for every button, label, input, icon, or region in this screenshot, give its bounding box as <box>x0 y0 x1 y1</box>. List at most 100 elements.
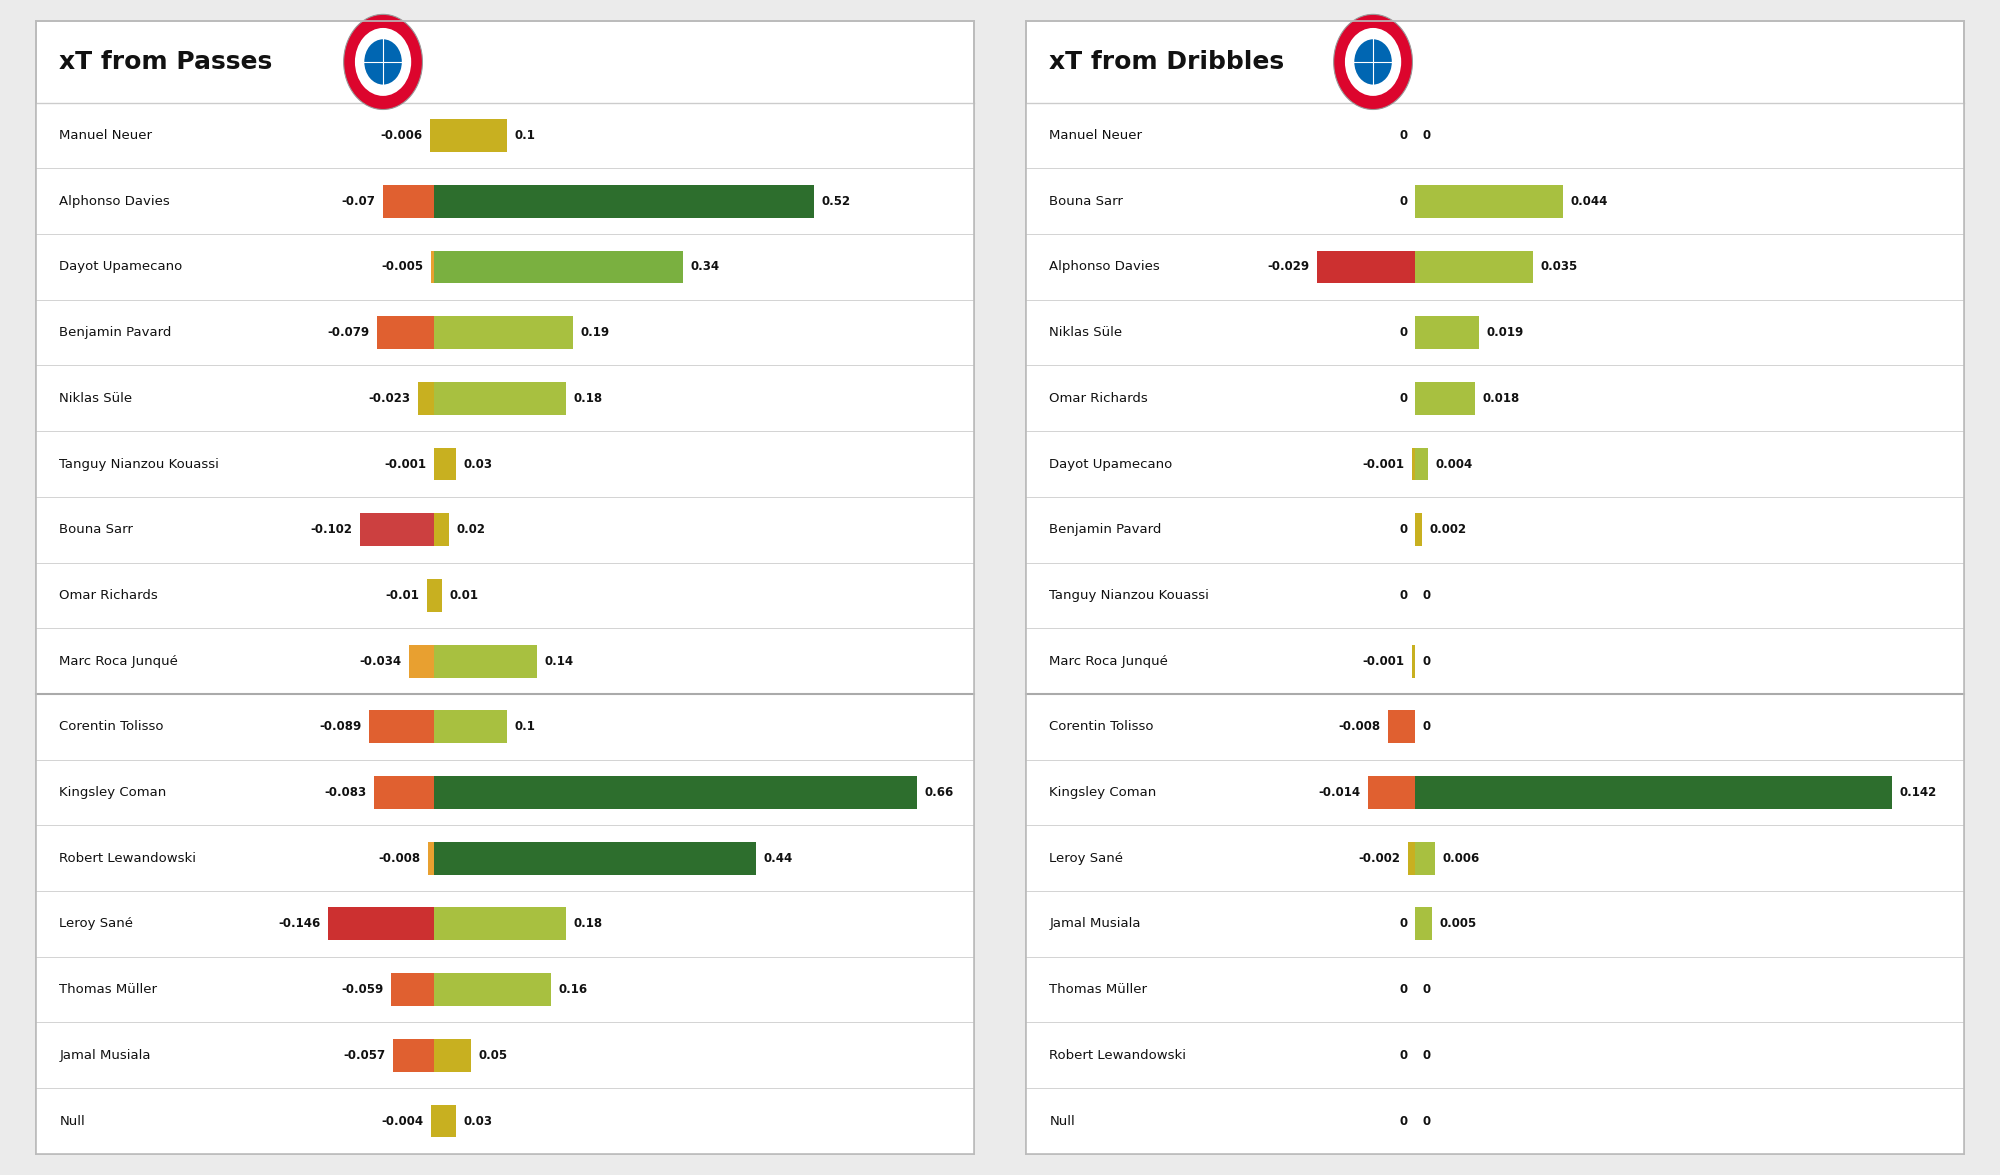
FancyBboxPatch shape <box>384 184 434 217</box>
Text: 0.02: 0.02 <box>456 523 486 536</box>
FancyBboxPatch shape <box>410 645 434 678</box>
Text: Corentin Tolisso: Corentin Tolisso <box>1050 720 1154 733</box>
Text: -0.002: -0.002 <box>1358 852 1400 865</box>
FancyBboxPatch shape <box>36 694 974 760</box>
FancyBboxPatch shape <box>1026 497 1964 563</box>
Text: 0.18: 0.18 <box>574 391 602 405</box>
Text: Bouna Sarr: Bouna Sarr <box>60 523 134 536</box>
FancyBboxPatch shape <box>434 448 456 481</box>
Text: xT from Passes: xT from Passes <box>60 49 272 74</box>
FancyBboxPatch shape <box>36 497 974 563</box>
Text: -0.07: -0.07 <box>342 195 376 208</box>
Text: 0.52: 0.52 <box>822 195 850 208</box>
FancyBboxPatch shape <box>1026 21 1964 1154</box>
FancyBboxPatch shape <box>36 1088 974 1154</box>
Text: xT from Dribbles: xT from Dribbles <box>1050 49 1284 74</box>
FancyBboxPatch shape <box>1368 777 1414 808</box>
Text: 0: 0 <box>1422 720 1430 733</box>
Circle shape <box>1334 14 1412 109</box>
FancyBboxPatch shape <box>1026 956 1964 1022</box>
FancyBboxPatch shape <box>36 629 974 694</box>
FancyBboxPatch shape <box>1026 300 1964 365</box>
Text: 0.01: 0.01 <box>450 589 478 602</box>
Text: -0.001: -0.001 <box>384 457 426 470</box>
FancyBboxPatch shape <box>1388 711 1414 744</box>
FancyBboxPatch shape <box>36 365 974 431</box>
Text: 0: 0 <box>1400 129 1408 142</box>
FancyBboxPatch shape <box>1408 841 1414 874</box>
Text: Thomas Müller: Thomas Müller <box>1050 983 1148 996</box>
Text: 0.66: 0.66 <box>924 786 954 799</box>
Text: Tanguy Nianzou Kouassi: Tanguy Nianzou Kouassi <box>60 457 220 470</box>
FancyBboxPatch shape <box>1026 1022 1964 1088</box>
Text: -0.008: -0.008 <box>378 852 420 865</box>
Text: 0: 0 <box>1400 327 1408 340</box>
FancyBboxPatch shape <box>428 841 434 874</box>
Text: Robert Lewandowski: Robert Lewandowski <box>60 852 196 865</box>
FancyBboxPatch shape <box>1026 891 1964 956</box>
FancyBboxPatch shape <box>434 119 508 152</box>
FancyBboxPatch shape <box>360 513 434 546</box>
Text: 0: 0 <box>1400 589 1408 602</box>
FancyBboxPatch shape <box>1026 168 1964 234</box>
Text: -0.102: -0.102 <box>310 523 352 536</box>
FancyBboxPatch shape <box>434 250 682 283</box>
Text: Marc Roca Junqué: Marc Roca Junqué <box>60 654 178 667</box>
Text: 0.16: 0.16 <box>558 983 588 996</box>
FancyBboxPatch shape <box>1414 316 1478 349</box>
Text: -0.029: -0.029 <box>1268 261 1310 274</box>
Text: -0.057: -0.057 <box>344 1049 386 1062</box>
FancyBboxPatch shape <box>434 711 508 744</box>
Text: Kingsley Coman: Kingsley Coman <box>1050 786 1156 799</box>
FancyBboxPatch shape <box>36 300 974 365</box>
Text: 0.002: 0.002 <box>1430 523 1466 536</box>
Text: Thomas Müller: Thomas Müller <box>60 983 158 996</box>
Text: Omar Richards: Omar Richards <box>60 589 158 602</box>
Text: Kingsley Coman: Kingsley Coman <box>60 786 166 799</box>
FancyBboxPatch shape <box>434 382 566 415</box>
Text: -0.146: -0.146 <box>278 918 320 931</box>
Text: Manuel Neuer: Manuel Neuer <box>1050 129 1142 142</box>
FancyBboxPatch shape <box>1026 825 1964 891</box>
FancyBboxPatch shape <box>1414 382 1476 415</box>
FancyBboxPatch shape <box>36 21 974 1154</box>
FancyBboxPatch shape <box>1414 907 1432 940</box>
Text: 0.03: 0.03 <box>464 1115 492 1128</box>
Text: 0.14: 0.14 <box>544 654 574 667</box>
FancyBboxPatch shape <box>1414 184 1562 217</box>
FancyBboxPatch shape <box>434 1039 470 1072</box>
Text: 0.142: 0.142 <box>1900 786 1936 799</box>
Text: 0.044: 0.044 <box>1570 195 1608 208</box>
FancyBboxPatch shape <box>434 841 756 874</box>
FancyBboxPatch shape <box>434 973 552 1006</box>
FancyBboxPatch shape <box>430 250 434 283</box>
Text: Alphonso Davies: Alphonso Davies <box>1050 261 1160 274</box>
Text: 0.019: 0.019 <box>1486 327 1524 340</box>
Text: Bouna Sarr: Bouna Sarr <box>1050 195 1124 208</box>
Text: Robert Lewandowski: Robert Lewandowski <box>1050 1049 1186 1062</box>
Text: Marc Roca Junqué: Marc Roca Junqué <box>1050 654 1168 667</box>
Text: 0.03: 0.03 <box>464 457 492 470</box>
Text: -0.079: -0.079 <box>326 327 370 340</box>
Text: -0.005: -0.005 <box>382 261 424 274</box>
FancyBboxPatch shape <box>1026 629 1964 694</box>
Text: 0: 0 <box>1400 918 1408 931</box>
Text: Benjamin Pavard: Benjamin Pavard <box>1050 523 1162 536</box>
Text: Jamal Musiala: Jamal Musiala <box>1050 918 1140 931</box>
Text: -0.083: -0.083 <box>324 786 366 799</box>
FancyBboxPatch shape <box>36 102 974 168</box>
FancyBboxPatch shape <box>1026 563 1964 629</box>
FancyBboxPatch shape <box>418 382 434 415</box>
FancyBboxPatch shape <box>434 777 916 808</box>
Text: 0.19: 0.19 <box>580 327 610 340</box>
Text: -0.023: -0.023 <box>368 391 410 405</box>
Text: Leroy Sané: Leroy Sané <box>1050 852 1124 865</box>
Circle shape <box>344 14 422 109</box>
Text: Alphonso Davies: Alphonso Davies <box>60 195 170 208</box>
FancyBboxPatch shape <box>430 119 434 152</box>
FancyBboxPatch shape <box>328 907 434 940</box>
Text: Benjamin Pavard: Benjamin Pavard <box>60 327 172 340</box>
Text: -0.034: -0.034 <box>360 654 402 667</box>
FancyBboxPatch shape <box>1414 513 1422 546</box>
Text: 0.035: 0.035 <box>1540 261 1578 274</box>
